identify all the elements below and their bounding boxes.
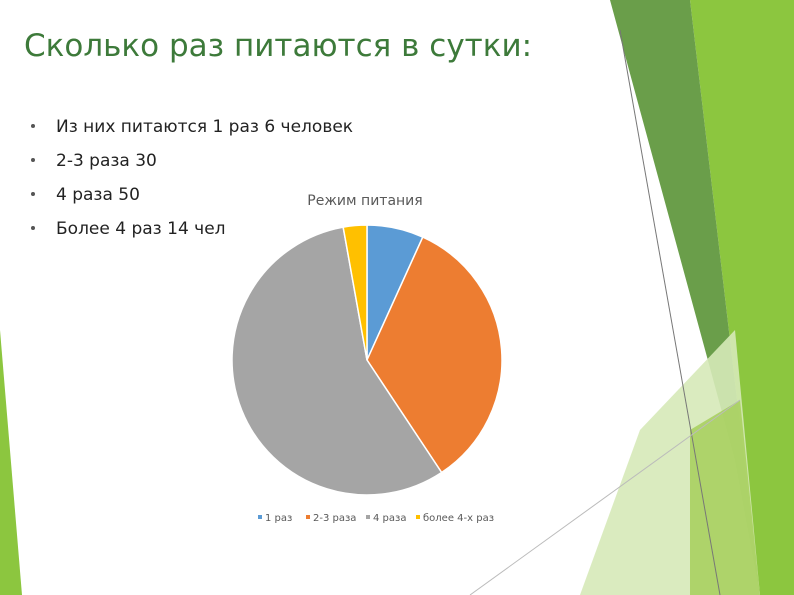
bullet-text: Из них питаются 1 раз 6 человек bbox=[56, 117, 353, 137]
bullet-list: Из них питаются 1 раз 6 человек 2-3 раза … bbox=[31, 117, 353, 239]
legend: 1 раз 2-3 раза 4 раза более 4-х раз bbox=[258, 513, 494, 524]
legend-label: 4 раза bbox=[373, 513, 406, 524]
bullet-text: Более 4 раз 14 чел bbox=[56, 219, 226, 239]
chart-title: Режим питания bbox=[307, 193, 422, 209]
bullet-dot bbox=[31, 192, 35, 196]
pie-slice bbox=[342, 224, 368, 361]
bullet-dot bbox=[31, 124, 35, 128]
legend-label: 2-3 раза bbox=[313, 513, 356, 524]
pie bbox=[231, 224, 503, 496]
legend-swatch bbox=[306, 515, 310, 519]
bullet-dot bbox=[31, 158, 35, 162]
pie-slice bbox=[366, 236, 503, 474]
slide-title: Сколько раз питаются в сутки: bbox=[24, 28, 532, 64]
bullet-text: 2-3 раза 30 bbox=[56, 151, 157, 171]
legend-swatch bbox=[258, 515, 262, 519]
bullet-dot bbox=[31, 226, 35, 230]
legend-swatch bbox=[416, 515, 420, 519]
legend-label: 1 раз bbox=[265, 513, 292, 524]
pie-slice bbox=[231, 226, 443, 496]
legend-label: более 4-х раз bbox=[423, 513, 494, 524]
legend-swatch bbox=[366, 515, 370, 519]
bullet-text: 4 раза 50 bbox=[56, 185, 140, 205]
